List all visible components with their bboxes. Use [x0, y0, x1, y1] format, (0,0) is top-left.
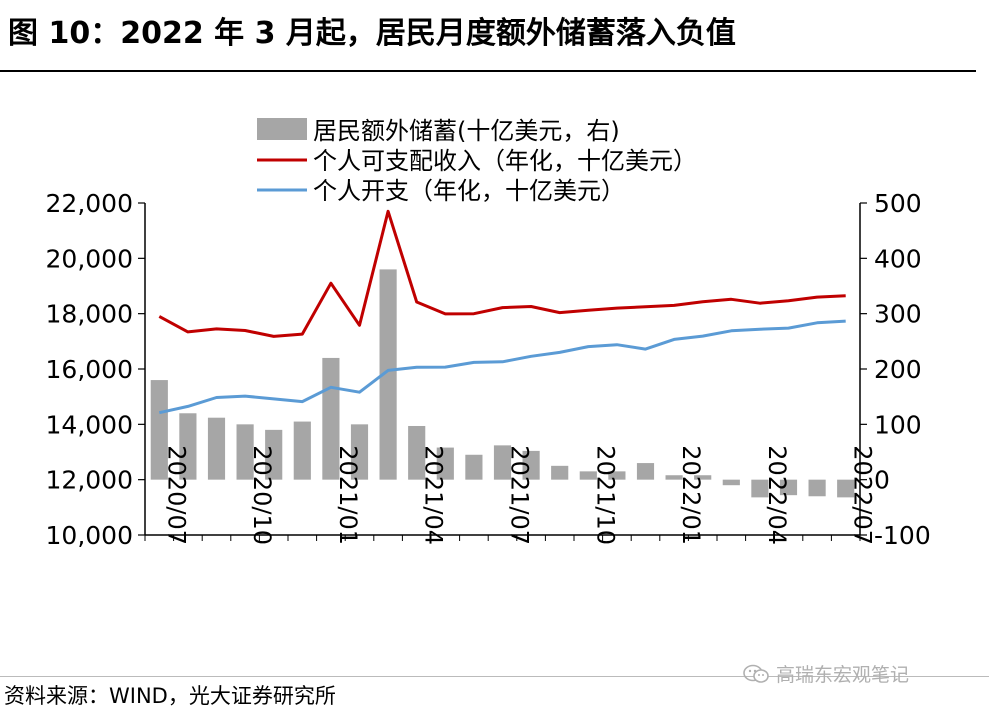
- right-tick-label: 300: [874, 300, 922, 329]
- bar-2021-02: [350, 424, 369, 480]
- bar-2020-07: [150, 380, 168, 480]
- bar-2020-08: [179, 413, 197, 480]
- legend-label-spending: 个人开支（年化，十亿美元）: [313, 177, 625, 205]
- x-tick-label: 2022/04: [763, 445, 791, 545]
- x-tick-label: 2021/10: [591, 445, 619, 545]
- x-tick-label: 2021/01: [334, 445, 362, 545]
- right-tick-label: 200: [874, 355, 922, 384]
- legend-swatch-savings: [257, 118, 307, 140]
- left-tick-label: 20,000: [46, 244, 133, 273]
- bar-2022-02: [694, 475, 712, 480]
- income-line: [158, 209, 846, 338]
- source-note: 资料来源：WIND，光大证券研究所: [4, 684, 336, 708]
- x-tick-label: 2021/07: [506, 445, 534, 545]
- bar-2021-04: [408, 425, 426, 480]
- left-tick-label: 16,000: [46, 355, 133, 384]
- left-tick-label: 22,000: [46, 189, 133, 218]
- watermark-text: 高瑞东宏观笔记: [776, 664, 910, 686]
- wechat-icon: [743, 664, 769, 683]
- legend-label-income: 个人可支配收入（年化，十亿美元）: [313, 147, 697, 175]
- x-tick-label: 2020/10: [248, 445, 276, 545]
- right-tick-label: 500: [874, 189, 922, 218]
- left-tick-label: 10,000: [46, 521, 133, 550]
- bar-2022-03: [722, 479, 740, 486]
- watermark: 高瑞东宏观笔记: [742, 660, 909, 687]
- bar-2021-07: [493, 445, 512, 480]
- right-tick-label: 0: [874, 466, 890, 495]
- bar-2020-12: [293, 421, 311, 480]
- bar-2022-06: [808, 479, 826, 497]
- x-tick-label: 2022/01: [677, 445, 705, 545]
- x-tick-label: 2020/07: [162, 445, 190, 545]
- right-tick-label: -100: [874, 521, 931, 550]
- title-divider: [0, 70, 976, 72]
- legend-label-savings: 居民额外储蓄(十亿美元，右): [313, 117, 620, 145]
- bar-2021-05: [436, 447, 454, 480]
- bar-2021-08: [522, 450, 540, 480]
- right-tick-label: 100: [874, 410, 922, 439]
- left-tick-label: 18,000: [46, 300, 133, 329]
- left-tick-label: 12,000: [46, 466, 133, 495]
- bar-2021-06: [465, 454, 483, 480]
- x-tick-label: 2021/04: [420, 445, 448, 545]
- footer-divider: [0, 676, 989, 677]
- bar-2021-10: [579, 471, 597, 480]
- bar-2021-09: [551, 465, 569, 480]
- bar-2022-04: [751, 479, 769, 498]
- figure-title: 图 10：2022 年 3 月起，居民月度额外储蓄落入负值: [8, 16, 736, 51]
- bar-2022-05: [779, 479, 798, 496]
- bar-2021-12: [636, 463, 655, 480]
- bar-2022-01: [665, 475, 683, 480]
- left-tick-label: 14,000: [46, 410, 133, 439]
- bar-2020-11: [265, 429, 283, 480]
- bar-2021-03: [379, 269, 397, 480]
- bar-2022-07: [837, 479, 855, 498]
- chart-area: 10,000 12,000 14,000 16,000 18,000 20,000 22,0…: [46, 117, 931, 550]
- bar-2021-11: [608, 471, 626, 480]
- x-tick-label: 2022/07: [849, 445, 877, 545]
- bar-2020-09: [207, 417, 226, 480]
- right-tick-label: 400: [874, 244, 922, 273]
- bar-2020-10: [236, 424, 254, 480]
- spending-line: [158, 319, 846, 415]
